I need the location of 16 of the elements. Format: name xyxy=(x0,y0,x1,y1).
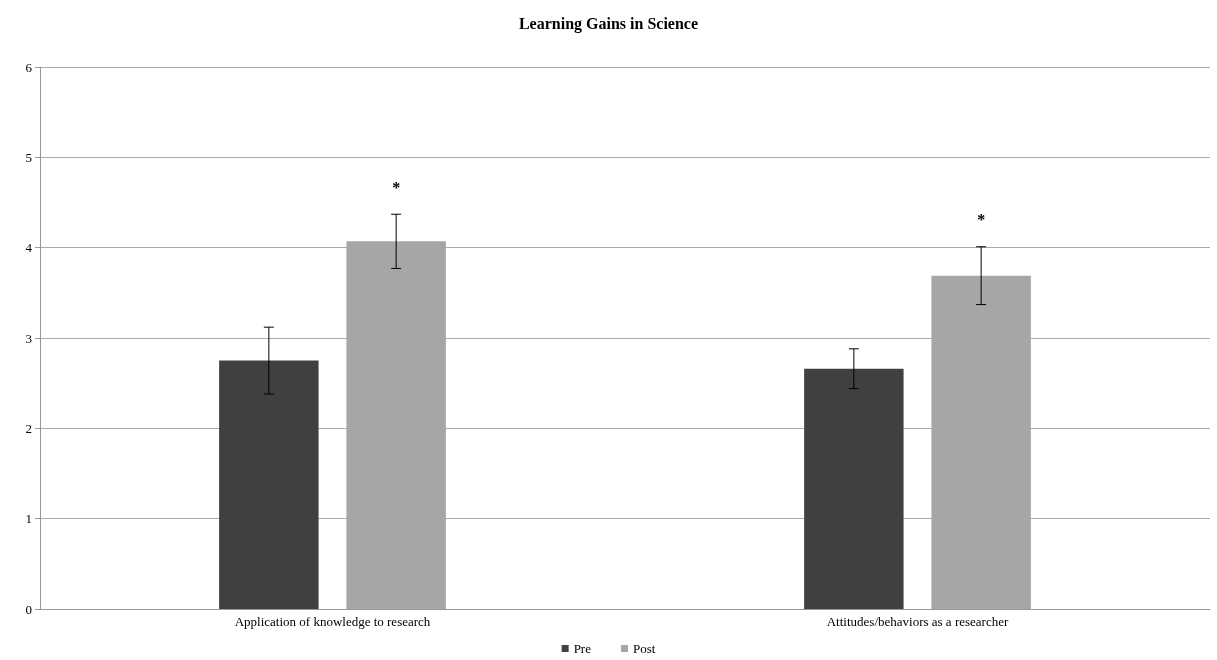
x-tick-label: Application of knowledge to research xyxy=(234,614,431,629)
y-tick-label: 5 xyxy=(25,149,32,165)
y-tick-label: 1 xyxy=(25,511,32,527)
x-tick-label: Attitudes/behaviors as a researcher xyxy=(826,614,1009,629)
chart-title: Learning Gains in Science xyxy=(518,14,699,33)
legend-label: Pre xyxy=(573,641,592,656)
y-tick-label: 3 xyxy=(25,330,32,346)
y-tick-label: 2 xyxy=(25,420,32,436)
annotation: * xyxy=(977,211,986,229)
y-tick-label: 6 xyxy=(25,59,33,75)
legend-label: Post xyxy=(632,641,656,656)
y-tick-label: 0 xyxy=(25,601,32,617)
annotation: * xyxy=(392,178,401,196)
bar xyxy=(219,360,319,609)
y-tick-label: 4 xyxy=(25,240,33,256)
bar xyxy=(804,368,904,609)
